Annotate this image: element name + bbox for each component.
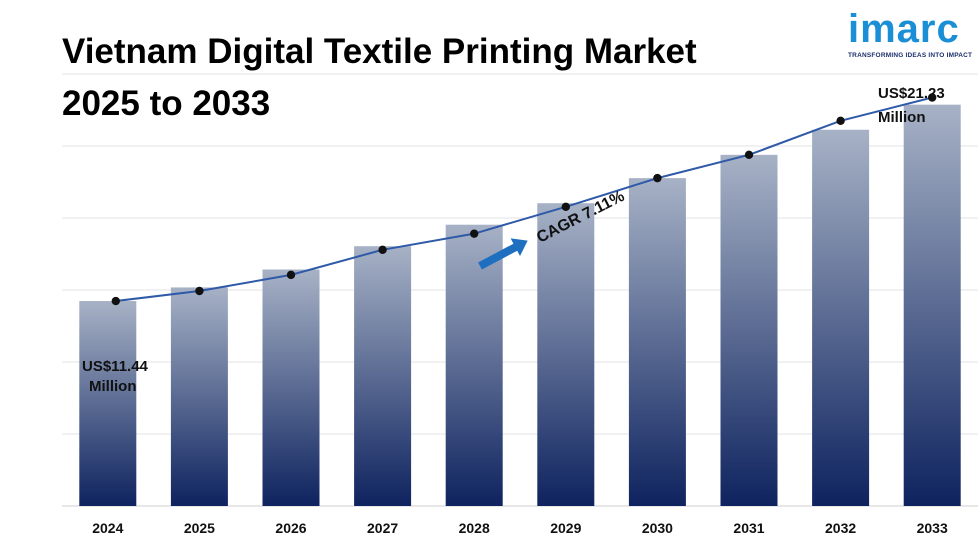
start-unit-label: Million <box>89 378 137 395</box>
bar <box>903 104 961 507</box>
bars <box>79 104 961 507</box>
bar <box>720 154 778 507</box>
trend-point <box>928 93 937 102</box>
trend-point <box>653 173 662 183</box>
x-tick-label: 2026 <box>275 520 306 536</box>
cagr-arrow-icon <box>478 238 528 270</box>
trend-line-group <box>111 93 937 306</box>
trend-point <box>195 286 204 296</box>
x-tick-label: 2024 <box>92 520 123 536</box>
trend-point <box>836 116 845 125</box>
x-tick-label: 2031 <box>733 520 764 536</box>
chart-title: Vietnam Digital Textile Printing Market … <box>62 32 697 123</box>
end-unit-label: Million <box>878 109 926 126</box>
start-value-label: US$11.44 <box>82 358 149 375</box>
trend-line <box>115 96 933 303</box>
trend-point <box>470 229 479 238</box>
bar <box>354 246 412 507</box>
bar <box>445 224 503 507</box>
bar <box>537 203 595 507</box>
trend-point <box>286 270 296 280</box>
imarc-logo: imarc TRANSFORMING IDEAS INTO IMPACT <box>848 6 976 64</box>
trend-point <box>561 202 570 211</box>
x-tick-labels: 2024 2025 2026 2027 2028 2029 2030 2031 2032 2033 <box>92 520 948 536</box>
x-tick-label: 2033 <box>917 520 948 536</box>
logo-tagline: TRANSFORMING IDEAS INTO IMPACT <box>848 52 973 59</box>
x-tick-label: 2029 <box>550 520 581 536</box>
bar <box>262 269 320 506</box>
bar <box>170 287 228 506</box>
end-value-label: US$21.23 <box>878 85 945 102</box>
x-tick-label: 2027 <box>367 520 398 536</box>
trend-point <box>744 150 754 160</box>
x-tick-label: 2028 <box>459 520 490 536</box>
x-tick-label: 2030 <box>642 520 673 536</box>
trend-point <box>378 245 387 254</box>
x-tick-label: 2032 <box>825 520 856 536</box>
x-tick-label: 2025 <box>184 520 215 536</box>
logo-word: imarc <box>848 7 960 51</box>
bar <box>79 301 137 506</box>
bar <box>628 178 686 506</box>
bar <box>812 129 870 506</box>
trend-point <box>111 296 121 306</box>
